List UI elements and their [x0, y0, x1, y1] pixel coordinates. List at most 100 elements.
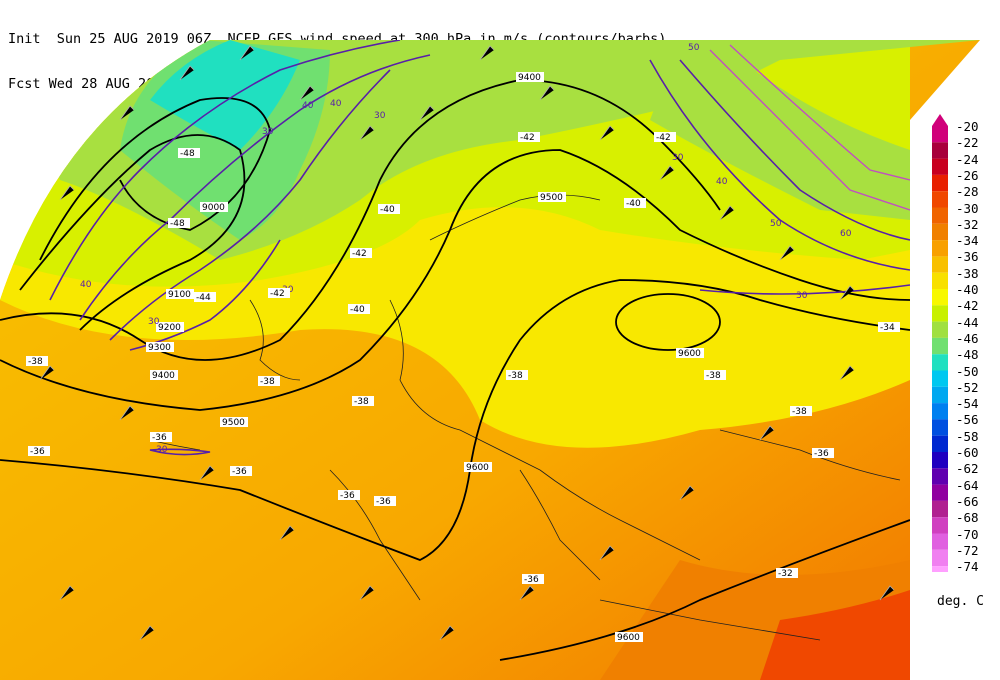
map-label: -32 [778, 569, 793, 579]
legend-swatch [932, 158, 948, 175]
color-legend: -20 -22 -24 -26 -28 -30 -32 -34 -36 -38 -40 -42 -44-… [930, 112, 979, 583]
label-box [156, 322, 184, 332]
legend-swatch [932, 337, 948, 355]
map-label: 40 [80, 280, 92, 290]
legend-label: -46 [956, 330, 979, 346]
map-label: -42 [520, 133, 535, 143]
legend-label: -58 [956, 428, 979, 444]
map-label: -38 [792, 407, 807, 417]
legend-label: -32 [956, 216, 979, 232]
legend-swatch [932, 354, 948, 371]
legend-swatch [932, 468, 948, 485]
wind-barbs [39, 45, 895, 641]
legend-swatch [932, 305, 948, 322]
label-box [776, 568, 798, 578]
label-box [338, 490, 360, 500]
label-box [220, 417, 248, 427]
map-label: -40 [380, 205, 395, 215]
map-label: -36 [232, 467, 247, 477]
map-label: -36 [152, 433, 167, 443]
label-box [258, 376, 280, 386]
map-label: -36 [376, 497, 391, 507]
map-label: 30 [374, 111, 386, 121]
coastlines [149, 194, 901, 641]
legend-swatch [932, 174, 948, 192]
map-label: 50 [770, 219, 782, 229]
label-box [615, 632, 643, 642]
map-label: 9000 [202, 203, 225, 213]
legend-label: -56 [956, 412, 979, 428]
map-label: -38 [508, 371, 523, 381]
legend-swatch [932, 533, 948, 550]
map-label: -48 [180, 149, 195, 159]
legend-swatch [932, 435, 948, 452]
legend-label: -34 [956, 233, 979, 249]
label-box [704, 370, 726, 380]
legend-label: -62 [956, 461, 979, 477]
map-label: -42 [270, 289, 285, 299]
legend-swatch [932, 549, 948, 567]
legend-label: -74 [956, 559, 979, 575]
map-label: 9500 [222, 418, 245, 428]
map-label: 9500 [540, 193, 563, 203]
label-box [350, 248, 372, 258]
legend-label: -24 [956, 151, 979, 167]
legend-units: deg. C [937, 594, 984, 609]
map-label: -42 [656, 133, 671, 143]
map-label: -38 [354, 397, 369, 407]
label-box [150, 370, 178, 380]
geopotential-contours [0, 79, 911, 661]
map-label: 9200 [158, 323, 181, 333]
label-box [654, 132, 676, 142]
map-label: -36 [30, 447, 45, 457]
map-label: 30 [672, 153, 684, 163]
legend-arrow [932, 114, 948, 126]
label-box [168, 218, 190, 228]
map-label: 9600 [466, 463, 489, 473]
map-label: 9400 [518, 73, 541, 83]
legend-swatch [932, 517, 948, 534]
map-label: -34 [880, 323, 895, 333]
legend-swatch [932, 223, 948, 241]
legend-swatch [932, 452, 948, 469]
label-box [538, 192, 566, 202]
map-label: 30 [796, 291, 808, 301]
label-box [26, 356, 48, 366]
label-box [268, 288, 290, 298]
label-box [506, 370, 528, 380]
label-box [878, 322, 900, 332]
legend-label: -68 [956, 510, 979, 526]
map-label: 40 [302, 101, 314, 111]
map-label: 9100 [168, 290, 191, 300]
legend-label: -70 [956, 526, 979, 542]
map-label: -42 [352, 249, 367, 259]
map-label: -36 [524, 575, 539, 585]
legend-label: -64 [956, 477, 979, 493]
wind-contour-labels: 3040304030304050603040303050 [80, 43, 852, 455]
legend-label: -48 [956, 347, 979, 363]
legend-swatch [932, 370, 948, 387]
legend-swatch [932, 142, 948, 159]
legend-label: -54 [956, 396, 979, 412]
legend-swatch [932, 321, 948, 338]
label-box [676, 348, 704, 358]
label-box [374, 496, 396, 506]
legend-swatch [932, 126, 948, 143]
map-label: -38 [28, 357, 43, 367]
legend-swatch [932, 272, 948, 289]
label-box [352, 396, 374, 406]
label-box [348, 304, 370, 314]
map-label: 30 [156, 445, 168, 455]
temperature-labels: -48 -48 -44 -42 -42 -42 -42 -40 -40 -40 -38 -38 -38 -… [26, 132, 900, 585]
label-box [812, 448, 834, 458]
map-label: -36 [814, 449, 829, 459]
map-label: 9600 [678, 349, 701, 359]
label-box [150, 432, 172, 442]
map-label: -44 [196, 293, 211, 303]
legend-label: -20 [956, 119, 979, 134]
legend-swatch [932, 500, 948, 518]
legend-swatch [932, 191, 948, 208]
height-contour-labels: 9000 9100 9200 9300 9400 9500 9500 9600 9600 9600… [146, 72, 704, 643]
